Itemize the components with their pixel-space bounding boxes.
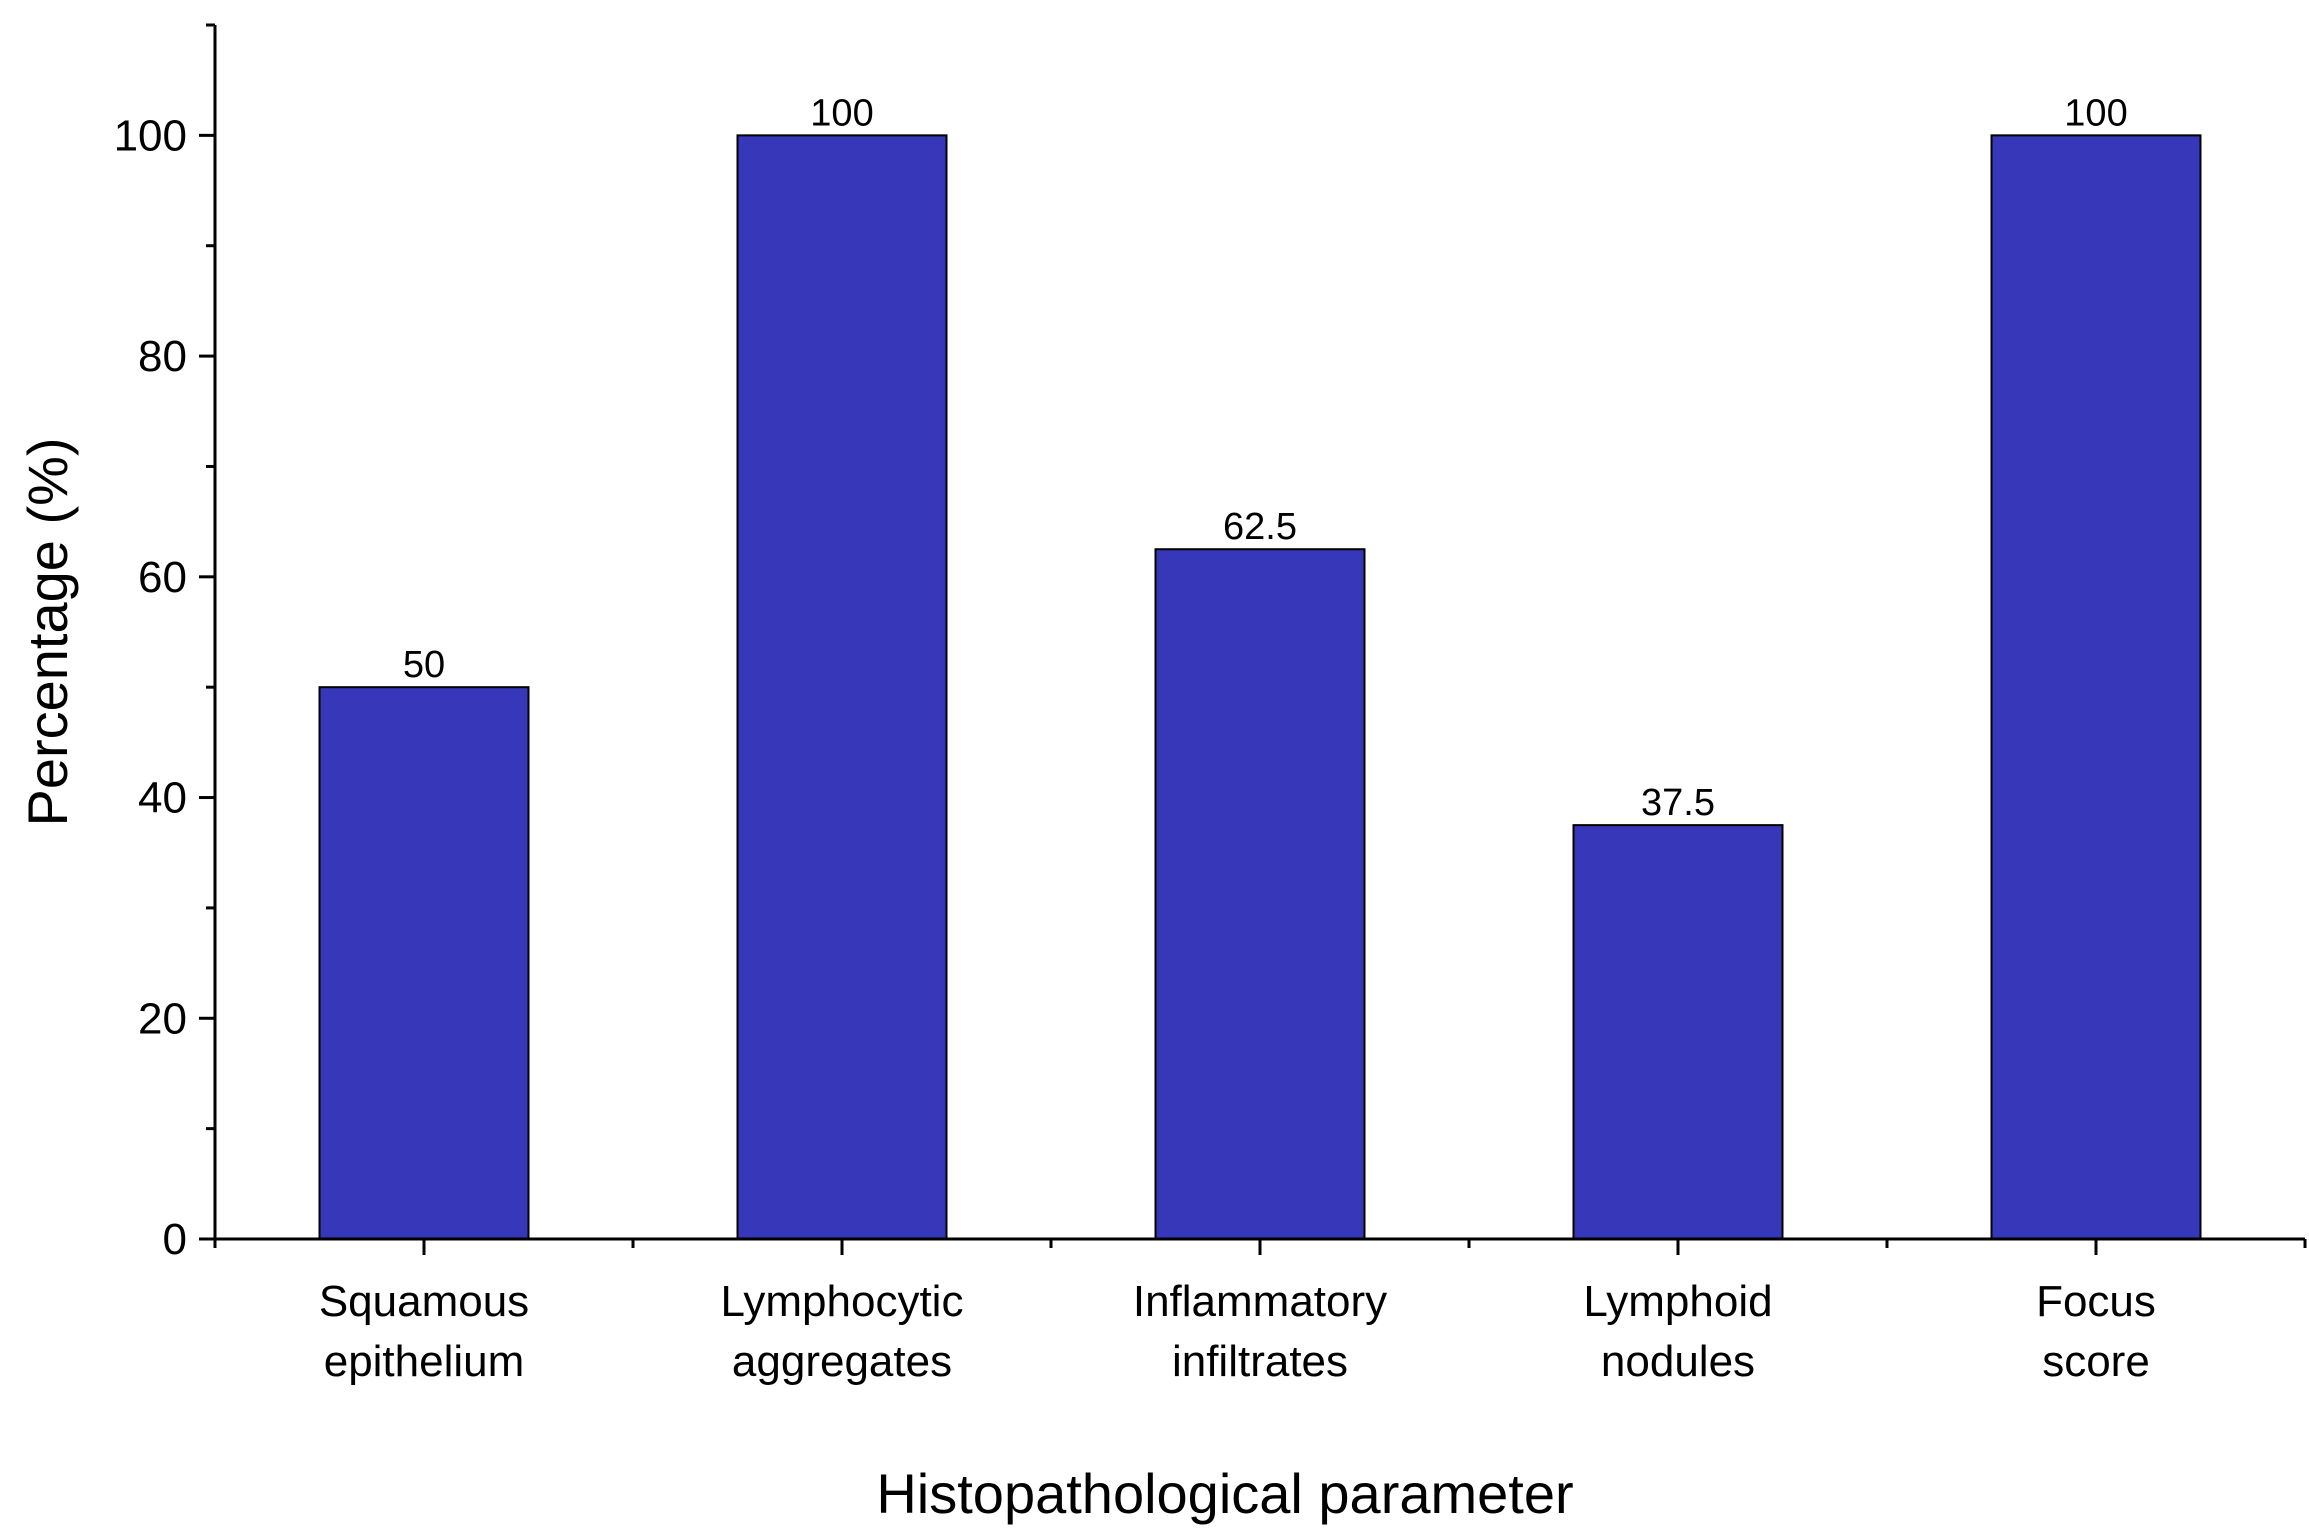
bar: [1154, 548, 1366, 1240]
x-axis: Squamous epithelium Lymphocytic aggregates I…: [213, 1237, 2307, 1386]
x-tick-label: Squamous: [319, 1277, 529, 1326]
y-tick-label: 80: [138, 332, 187, 381]
y-tick-label: 0: [163, 1215, 187, 1264]
bar-value-label: 62.5: [1223, 506, 1297, 548]
y-tick-label: 100: [114, 111, 187, 160]
x-tick-label: Lymphoid: [1583, 1277, 1772, 1326]
x-tick-label: Focus: [2036, 1277, 2156, 1326]
x-tick-label: aggregates: [732, 1337, 952, 1386]
x-tick-label: Lymphocytic: [721, 1277, 964, 1326]
value-labels-group: 50 100 62.5 37.5 100: [403, 92, 2128, 824]
x-tick-label: epithelium: [324, 1337, 525, 1386]
bar: [736, 134, 948, 1240]
bar: [1572, 824, 1784, 1240]
bar-value-label: 37.5: [1641, 782, 1715, 824]
y-tick-label: 60: [138, 553, 187, 602]
y-tick-label: 40: [138, 774, 187, 823]
x-tick-label: infiltrates: [1172, 1337, 1348, 1386]
x-axis-title: Histopathological parameter: [876, 1462, 1573, 1525]
bar-value-label: 50: [403, 644, 445, 686]
bar-value-label: 100: [810, 92, 873, 134]
y-axis-title: Percentage (%): [16, 437, 79, 826]
x-tick-label: score: [2042, 1337, 2150, 1386]
bar: [318, 686, 530, 1240]
bar: [1990, 134, 2202, 1240]
y-axis: 0 20 40 60 80 100: [114, 23, 217, 1264]
y-tick-label: 20: [138, 994, 187, 1043]
x-tick-label: Inflammatory: [1133, 1277, 1387, 1326]
bar-value-label: 100: [2064, 92, 2127, 134]
x-tick-label: nodules: [1601, 1337, 1755, 1386]
bars-group: [318, 134, 2202, 1240]
